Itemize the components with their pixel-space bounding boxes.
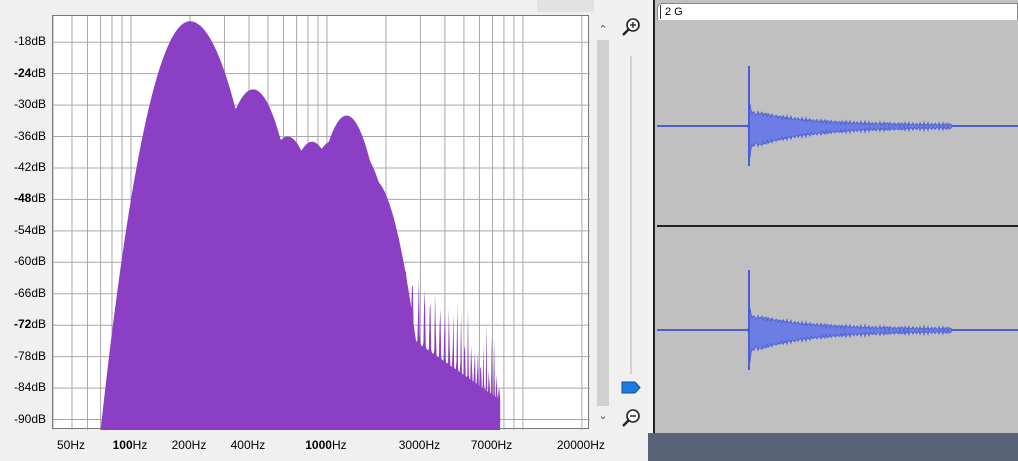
db-tick-label: -78dB <box>13 348 46 363</box>
db-tick-label: -84dB <box>13 380 46 395</box>
freq-tick-label: 20000Hz <box>556 438 605 452</box>
db-tick-label: -60dB <box>13 254 46 269</box>
freq-tick-label: 400Hz <box>230 438 266 452</box>
freq-tick-label: 100Hz <box>112 438 148 452</box>
db-tick-label: -90dB <box>13 411 46 426</box>
waveform-channel-1 <box>747 103 953 159</box>
db-tick-label: -54dB <box>13 222 46 237</box>
audio-track-panel: 2 G <box>648 0 1018 461</box>
freq-tick-label: 200Hz <box>171 438 207 452</box>
db-tick-label: -24dB <box>13 65 46 80</box>
zoom-controls <box>614 0 648 461</box>
scroll-up-arrow-icon[interactable]: ⌃ <box>598 24 608 36</box>
scroll-down-arrow-icon[interactable]: ⌄ <box>598 410 608 422</box>
db-axis: -18dB -24dB -30dB -36dB -42dB -48dB -54dB -60dB… <box>0 15 52 429</box>
db-tick-label: -18dB <box>13 34 46 49</box>
db-tick-label: -72dB <box>13 317 46 332</box>
db-tick-label: -66dB <box>13 285 46 300</box>
vertical-scrollbar[interactable]: ⌃ ⌄ <box>592 22 614 426</box>
waveform-display[interactable] <box>657 20 1018 433</box>
freq-tick-label: 1000Hz <box>305 438 347 452</box>
frequency-axis: 50Hz 100Hz 200Hz 400Hz 1000Hz 3000Hz 7000Hz 200… <box>52 430 605 461</box>
db-tick-label: -42dB <box>13 159 46 174</box>
track-bottom-area <box>648 433 1018 461</box>
spectrum-panel: -18dB -24dB -30dB -36dB -42dB -48dB -54dB -60dB… <box>0 15 605 461</box>
track-title-bar[interactable]: 2 G <box>657 3 1018 20</box>
track-left-border <box>648 0 655 433</box>
scrollbar-thumb[interactable] <box>597 40 609 406</box>
spectrum-plot[interactable] <box>52 15 590 430</box>
freq-tick-label: 3000Hz <box>398 438 441 452</box>
spectrum-fill <box>53 21 501 430</box>
track-title-divider <box>660 5 661 19</box>
zoom-out-icon[interactable] <box>620 407 642 429</box>
top-strip <box>537 0 594 12</box>
zoom-slider-track[interactable] <box>630 56 632 374</box>
freq-tick-label: 50Hz <box>56 438 85 452</box>
track-name: 2 G <box>665 6 683 18</box>
db-tick-label: -30dB <box>13 97 46 112</box>
zoom-slider-thumb[interactable] <box>621 381 641 394</box>
db-tick-label: -36dB <box>13 128 46 143</box>
db-tick-label: -48dB <box>13 191 46 206</box>
waveform-channel-2 <box>747 307 953 363</box>
zoom-in-icon[interactable] <box>620 16 642 38</box>
spectrum-svg <box>53 16 590 430</box>
freq-tick-label: 7000Hz <box>470 438 513 452</box>
channel-divider <box>657 225 1018 227</box>
